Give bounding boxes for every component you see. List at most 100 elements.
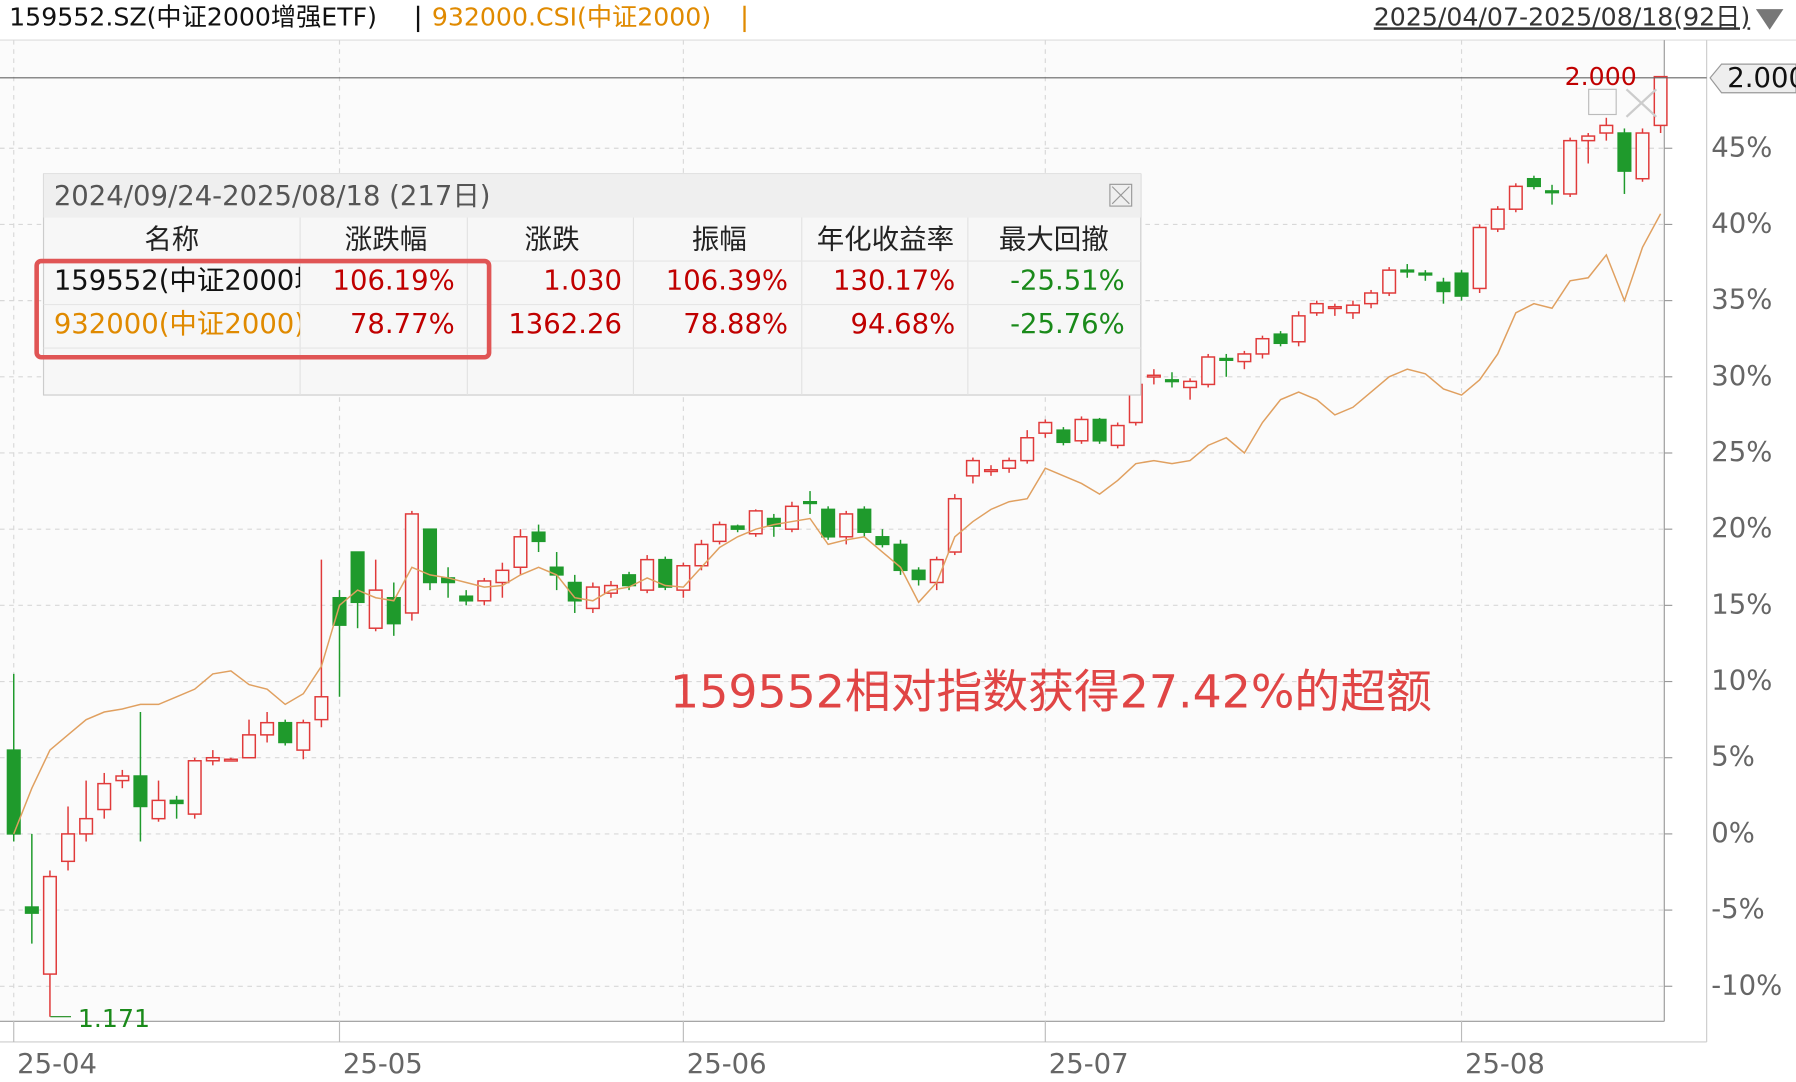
candle-body (1110, 424, 1125, 447)
candle-body (1599, 124, 1614, 134)
candle-body (802, 501, 818, 505)
y-tick-label: -10% (1711, 969, 1782, 1001)
candle-body (1454, 272, 1469, 297)
candle-body (79, 817, 94, 835)
cell-value: 78.88% (683, 308, 788, 340)
y-tick-label: 5% (1711, 741, 1755, 773)
x-tick-label: 25-06 (687, 1048, 767, 1080)
column-header: 最大回撤 (999, 223, 1109, 255)
candle-body (1581, 135, 1596, 142)
candle-body (1364, 292, 1379, 305)
candle-body (531, 531, 546, 543)
candle-body (1526, 177, 1541, 188)
cell-value: 1362.26 (508, 308, 622, 340)
candle-body (1183, 380, 1198, 389)
candle-body (115, 775, 130, 782)
candle-body (314, 696, 329, 721)
candle-body (1092, 418, 1107, 442)
candle-body (839, 513, 854, 538)
panel-table: 名称 涨跌幅 涨跌 振幅 年化收益率 最大回撤159552(中证2000增强ETF)106… (43, 217, 1141, 396)
panel-title-bar (43, 174, 1141, 218)
candle-body (694, 543, 709, 567)
panel-close[interactable] (1109, 183, 1133, 207)
candle-body (1345, 304, 1361, 314)
cell-value: 130.17% (833, 265, 955, 297)
candle-body (1237, 353, 1252, 363)
candle-body (1038, 421, 1053, 434)
last-price: 2.000 (1727, 62, 1796, 94)
y-tick-label: 20% (1711, 512, 1772, 544)
stats-panel: 2024/09/24-2025/08/18 (217日) 名称 涨跌幅 涨跌 振幅 年化… (34, 173, 1142, 396)
candle-body (1074, 418, 1089, 442)
y-tick-label: 30% (1711, 360, 1772, 392)
candle-body (1219, 357, 1234, 361)
candle-body (1490, 208, 1505, 230)
candle-body (1327, 305, 1342, 310)
candle-body (1436, 281, 1451, 293)
x-tick-label: 25-08 (1465, 1048, 1545, 1080)
cell-value: 106.39% (666, 265, 788, 297)
y-tick-label: 40% (1711, 207, 1772, 239)
candle-body (350, 551, 365, 604)
y-tick-label: 25% (1711, 436, 1772, 468)
y-tick-label: 0% (1711, 817, 1755, 849)
candle-body (875, 536, 890, 546)
candle-body (1563, 139, 1578, 195)
candle-body (97, 782, 112, 811)
candle-body (965, 459, 980, 477)
candle-body (60, 833, 76, 863)
candle-body (911, 569, 926, 581)
plot: -10% -5% 0% 5% 10% 15% 20% 25% 30% 35% 40% 45% 25-04… (0, 40, 1782, 1080)
candle-body (495, 569, 510, 584)
candle-body (24, 906, 39, 914)
candle-body (459, 595, 474, 602)
y-tick-label: 45% (1711, 131, 1772, 163)
candle-body (1309, 302, 1324, 314)
candle-body (422, 528, 438, 584)
candle-body (187, 760, 202, 815)
row-name: 932000(中证2000) (54, 308, 305, 340)
candle-body (1056, 429, 1071, 444)
candle-body (947, 497, 962, 553)
cell-value: -25.76% (1010, 308, 1125, 340)
candle-body (983, 469, 999, 473)
candle-body (1617, 132, 1632, 172)
x-tick-label: 25-04 (17, 1048, 97, 1080)
y-tick-label: 10% (1711, 665, 1772, 697)
highlight-box (34, 258, 492, 360)
candle-body (1508, 185, 1523, 210)
candle-body (205, 756, 220, 762)
candle-body (513, 536, 528, 569)
candle-body (766, 517, 781, 527)
zoom-icon[interactable] (1588, 88, 1617, 116)
candle-body (278, 721, 293, 744)
date-range[interactable]: 2025/04/07-2025/08/18(92日) (1374, 2, 1750, 31)
candle-body (1146, 374, 1161, 378)
range-dropdown[interactable] (1755, 9, 1784, 30)
candle-body (567, 581, 582, 602)
candle-body (260, 721, 275, 736)
legend-series-0: 159552.SZ(中证2000增强ETF) (9, 2, 377, 31)
candle-body (658, 558, 673, 588)
candle-body (1273, 333, 1288, 345)
candle-body (1164, 379, 1180, 383)
cell-value: 1.030 (543, 265, 622, 297)
last-price-box (1709, 63, 1796, 94)
candle-body (368, 589, 383, 629)
max-price-label: 2.000 (1565, 62, 1637, 91)
x-tick-label: 25-05 (343, 1048, 423, 1080)
candle-body (477, 580, 492, 602)
candle-body (821, 508, 836, 538)
candle-body (296, 721, 311, 751)
close-icon[interactable] (1625, 88, 1658, 118)
candle-body (1418, 272, 1433, 276)
candle-body (784, 505, 799, 530)
row-name: 159552(中证2000增强ETF) (54, 265, 410, 297)
panel-close-x[interactable] (1111, 186, 1130, 205)
candle-body (1002, 459, 1017, 469)
candle-body (42, 875, 57, 975)
candle-body (1544, 190, 1560, 194)
candle-body (1291, 315, 1306, 343)
candle-body (386, 596, 401, 625)
